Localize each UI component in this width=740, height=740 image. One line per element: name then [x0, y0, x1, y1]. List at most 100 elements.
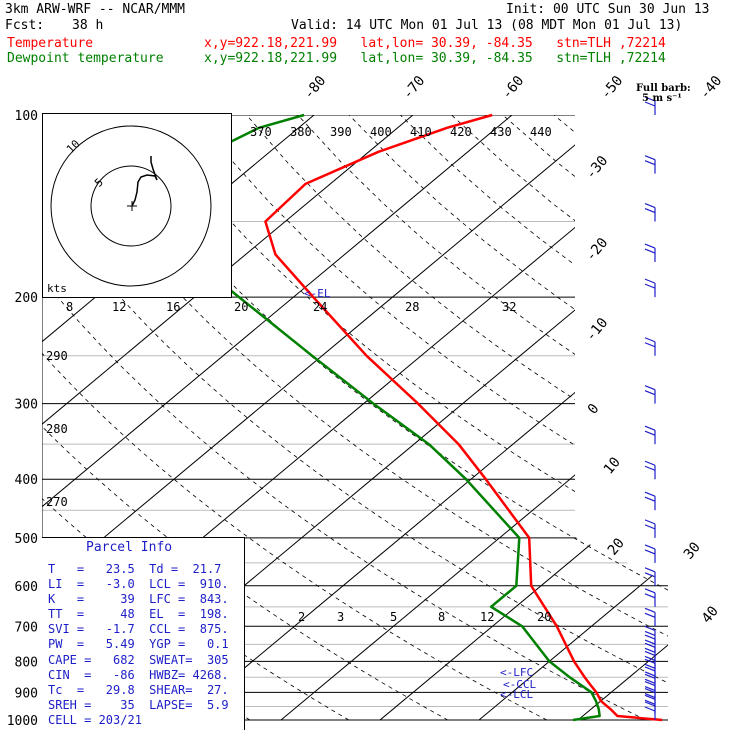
wind-barb-flag [644, 701, 656, 707]
theta-label: 410 [410, 125, 432, 139]
top-temperature-label: -60 [499, 73, 528, 103]
right-temperature-label: 40 [699, 603, 722, 626]
temperature-trace [264, 113, 663, 722]
mixing-ratio-label: 8 [66, 300, 73, 314]
wind-barb-flag [644, 385, 656, 391]
wind-barb-flag [644, 658, 656, 664]
parcel-row: SREH = 35 LAPSE= 5.9 [48, 698, 229, 712]
wind-barb-flag [644, 692, 656, 699]
wind-barb [644, 519, 656, 538]
right-temperature-label: 10 [601, 454, 624, 477]
theta-label: 420 [450, 125, 472, 139]
dry-adiabat [246, 115, 668, 721]
isotherm [42, 115, 513, 721]
dewpoint-location: x,y=922.18,221.99 lat,lon= 30.39, -84.35… [204, 51, 666, 66]
wind-barb-flag [644, 96, 656, 102]
wind-barb-flag [644, 567, 656, 573]
forecast-hour: 38 h [72, 18, 104, 33]
theta-side-label: 270 [46, 495, 68, 509]
dry-adiabat [400, 115, 668, 721]
theta-label: 380 [290, 125, 312, 139]
isotherm [577, 115, 668, 721]
wind-barb-flag [644, 680, 656, 687]
barb-legend-value: 5 m s⁻¹ [642, 93, 682, 104]
wind-barb-flag [644, 663, 656, 669]
mixing-ratio-label: 12 [112, 300, 126, 314]
parcel-row: SVI = -1.7 CCL = 875. [48, 622, 229, 636]
wind-barb-flag [644, 666, 656, 672]
dry-adiabat [502, 115, 668, 721]
right-temperature-label: -10 [583, 315, 612, 345]
hodograph-trace [131, 156, 158, 207]
isotherm [280, 115, 668, 721]
wind-barb-flag [644, 630, 656, 636]
isotherm [677, 115, 740, 720]
wind-barbs [644, 96, 656, 720]
wind-barb-flag [644, 283, 656, 289]
wind-barb [644, 544, 656, 563]
wind-barb-flag [644, 425, 656, 431]
top-temperature-label: -80 [301, 73, 330, 103]
dewpoint-legend-label: Dewpoint temperature [7, 51, 164, 66]
pressure-tick-label: 500 [15, 532, 38, 547]
isotherm [42, 115, 612, 721]
wind-barb-flag [644, 519, 656, 525]
theta-label: 440 [530, 125, 552, 139]
wind-barb-flag [644, 337, 656, 343]
mixing-ratio-label: 20 [537, 610, 551, 624]
right-temperature-label: -20 [583, 235, 612, 265]
mixing-ratio-label: 5 [390, 610, 397, 624]
wind-barb-flag [644, 588, 656, 594]
wind-barb-flag [644, 694, 656, 700]
wind-barb [644, 278, 656, 298]
wind-barb-flag [644, 460, 656, 466]
wind-barb-flag [644, 390, 656, 396]
wind-barb-flag [644, 544, 656, 550]
valid-time: Valid: 14 UTC Mon 01 Jul 13 (08 MDT Mon … [291, 18, 683, 33]
wind-barb-flag [644, 607, 656, 613]
theta-side-label: 280 [46, 422, 68, 436]
lfc-marker: <-LFC [500, 666, 534, 679]
wind-barb-flag [644, 202, 656, 209]
wind-barb-flag [644, 207, 656, 214]
parcel-row: TT = 48 EL = 198. [48, 607, 229, 621]
pressure-tick-label: 100 [15, 109, 38, 124]
wind-barb-flag [644, 524, 656, 530]
wind-barb [644, 625, 656, 645]
el-marker: <-EL [304, 287, 331, 300]
right-temperature-label: 30 [681, 539, 704, 562]
hodograph-ring-outer [50, 125, 212, 287]
parcel-row: T = 23.5 Td = 21.7 [48, 562, 222, 576]
parcel-row: LI = -3.0 LCL = 910. [48, 577, 229, 591]
wind-barb-flag [644, 496, 656, 502]
wind-barb [644, 96, 656, 115]
wind-barb [644, 243, 656, 263]
wind-barb [644, 385, 656, 404]
mixing-ratio-label: 12 [480, 610, 494, 624]
wind-barb-flag [644, 160, 656, 166]
dry-adiabat [194, 115, 668, 721]
pressure-tick-label: 800 [15, 655, 38, 670]
hodograph-units: kts [47, 282, 67, 295]
isotherm [478, 115, 668, 721]
temperature-legend-label: Temperature [7, 36, 94, 51]
pressure-tick-label: 700 [15, 620, 38, 635]
barb-legend-title: Full barb: [636, 83, 691, 94]
wind-barb-flag [644, 642, 656, 648]
isotherm [42, 115, 414, 721]
wind-barb-flag [644, 673, 656, 679]
theta-label: 400 [370, 125, 392, 139]
wind-barb-flag [644, 549, 656, 555]
dry-adiabat [297, 115, 668, 721]
ccl-marker: <-CCL [503, 678, 537, 691]
wind-barb-flag [644, 248, 656, 254]
lcl-marker: <-LCL [500, 688, 534, 701]
wind-barb-flag [644, 101, 656, 107]
pressure-tick-label: 300 [15, 398, 38, 413]
wind-barb-flag [644, 634, 656, 640]
dry-adiabat [42, 115, 547, 721]
wind-barb-flag [644, 278, 656, 284]
dry-adiabat [42, 115, 668, 721]
mixing-ratio-label: 24 [313, 300, 327, 314]
wind-barb-flag [644, 678, 656, 684]
